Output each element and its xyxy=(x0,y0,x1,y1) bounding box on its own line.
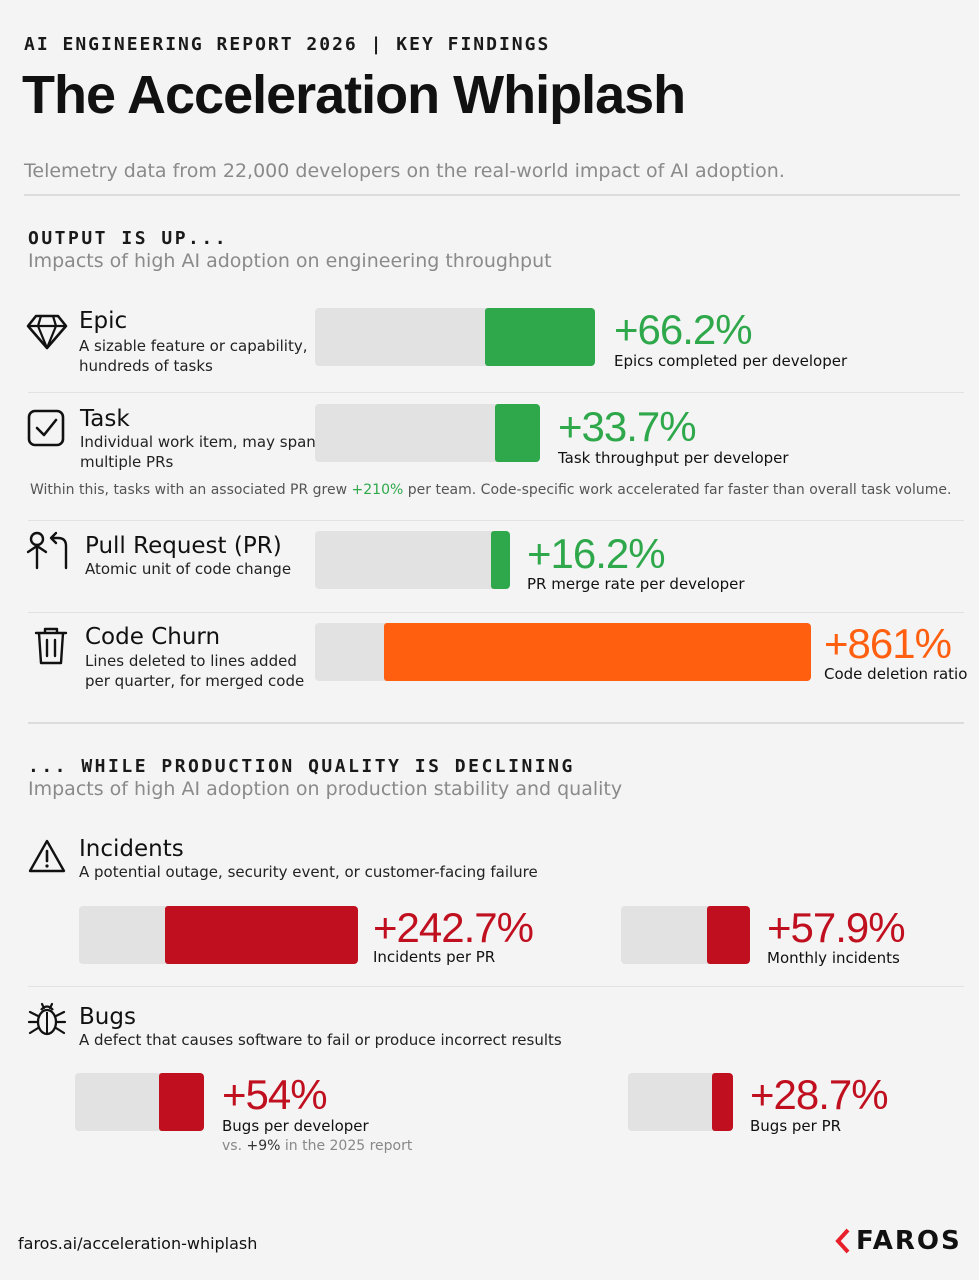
bar-monthly-incidents xyxy=(707,906,750,964)
bugs-vs-2025-note: vs. +9% in the 2025 report xyxy=(222,1138,413,1154)
value-churn: +861% xyxy=(824,620,952,667)
task-note: Within this, tasks with an associated PR… xyxy=(30,482,952,498)
row-divider xyxy=(28,392,964,393)
row-divider xyxy=(28,612,964,613)
caption-churn: Code deletion ratio xyxy=(824,665,968,683)
metric-desc-bugs: A defect that causes software to fail or… xyxy=(79,1031,562,1049)
caption-incidents-per-pr: Incidents per PR xyxy=(373,948,496,966)
output-section-subheading: Impacts of high AI adoption on engineeri… xyxy=(28,250,552,272)
trash-icon xyxy=(34,627,68,665)
bar-incidents-per-pr xyxy=(165,906,358,964)
metric-desc-task: Individual work item, may span multiple P… xyxy=(80,433,316,471)
bar-track-churn xyxy=(315,623,811,681)
bar-epic xyxy=(485,308,595,366)
bug-icon xyxy=(27,1002,67,1036)
page-subtitle: Telemetry data from 22,000 developers on… xyxy=(24,160,785,182)
faros-logo-mark-icon xyxy=(835,1228,850,1254)
value-task: +33.7% xyxy=(558,403,697,450)
metric-name-epic: Epic xyxy=(79,308,128,334)
section-divider xyxy=(28,722,964,724)
bar-track-incidents-per-pr xyxy=(79,906,358,964)
bar-track-bugs-per-developer xyxy=(75,1073,204,1131)
faros-logo-text: FAROS xyxy=(856,1226,962,1256)
task-note-highlight: +210% xyxy=(351,482,404,498)
caption-pr: PR merge rate per developer xyxy=(527,575,745,593)
caption-bugs-per-developer: Bugs per developer xyxy=(222,1117,369,1135)
caption-monthly-incidents: Monthly incidents xyxy=(767,949,900,967)
bar-track-bugs-per-pr xyxy=(628,1073,733,1131)
diamond-icon xyxy=(26,314,68,350)
bar-bugs-per-pr xyxy=(712,1073,733,1131)
checkbox-icon xyxy=(27,409,65,447)
faros-logo: FAROS xyxy=(834,1226,962,1256)
row-divider xyxy=(28,986,964,987)
bar-track-epic xyxy=(315,308,595,366)
bar-track-task xyxy=(315,404,540,462)
value-epic: +66.2% xyxy=(614,306,753,353)
metric-name-bugs: Bugs xyxy=(79,1004,136,1030)
caption-task: Task throughput per developer xyxy=(558,449,789,467)
metric-name-churn: Code Churn xyxy=(85,624,221,650)
metric-name-pr: Pull Request (PR) xyxy=(85,533,282,559)
metric-desc-churn: Lines deleted to lines added per quarter,… xyxy=(85,652,305,690)
value-monthly-incidents: +57.9% xyxy=(767,904,906,951)
pull-request-icon xyxy=(26,531,68,570)
bugs-vs-2025-value: +9% xyxy=(246,1138,281,1154)
metric-desc-incidents: A potential outage, security event, or c… xyxy=(79,863,538,881)
metric-name-incidents: Incidents xyxy=(79,836,184,862)
row-divider xyxy=(28,520,964,521)
bar-pr xyxy=(491,531,510,589)
page-title: The Acceleration Whiplash xyxy=(22,65,686,125)
value-bugs-per-developer: +54% xyxy=(222,1071,328,1118)
warning-icon xyxy=(28,839,66,873)
value-bugs-per-pr: +28.7% xyxy=(750,1071,889,1118)
value-pr: +16.2% xyxy=(527,530,666,577)
quality-section-subheading: Impacts of high AI adoption on productio… xyxy=(28,778,623,800)
bar-task xyxy=(495,404,540,462)
metric-name-task: Task xyxy=(80,406,130,432)
header-divider xyxy=(24,194,960,196)
metric-desc-pr: Atomic unit of code change xyxy=(85,560,292,578)
footer-url-link[interactable]: faros.ai/acceleration-whiplash xyxy=(18,1234,258,1253)
metric-desc-epic: A sizable feature or capability, hundreds… xyxy=(79,337,308,375)
report-kicker: AI ENGINEERING REPORT 2026 | KEY FINDING… xyxy=(24,34,551,55)
value-incidents-per-pr: +242.7% xyxy=(373,904,534,951)
bar-churn xyxy=(384,623,811,681)
bar-track-monthly-incidents xyxy=(621,906,750,964)
output-section-heading: OUTPUT IS UP... xyxy=(28,228,229,249)
bar-bugs-per-developer xyxy=(159,1073,204,1131)
bar-track-pr xyxy=(315,531,510,589)
caption-epic: Epics completed per developer xyxy=(614,352,848,370)
quality-section-heading: ... WHILE PRODUCTION QUALITY IS DECLININ… xyxy=(28,756,575,777)
caption-bugs-per-pr: Bugs per PR xyxy=(750,1117,842,1135)
